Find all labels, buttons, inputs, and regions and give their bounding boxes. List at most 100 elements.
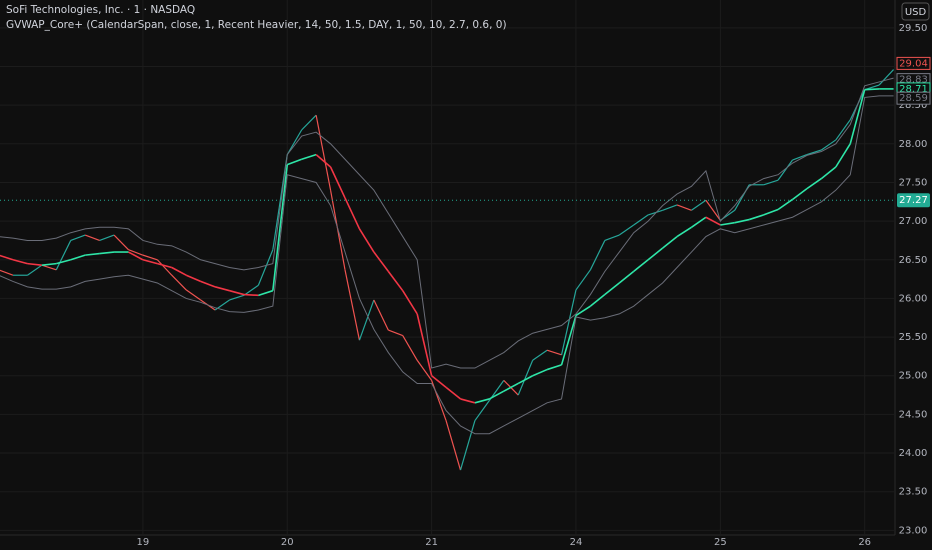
- vwap-segment: [546, 364, 562, 371]
- vwap-segment: [70, 254, 86, 261]
- price-segment: [113, 234, 129, 251]
- price-segment: [315, 115, 332, 191]
- vwap-segment: [185, 274, 201, 283]
- vwap-segment: [748, 214, 764, 221]
- vwap-segment: [474, 398, 490, 404]
- vwap-segment: [560, 315, 577, 366]
- y-tick-label: 24.50: [899, 409, 928, 420]
- vwap-segment: [315, 154, 332, 168]
- price-segment: [560, 289, 577, 355]
- currency-label[interactable]: USD: [905, 7, 927, 18]
- vwap-segment: [763, 208, 779, 216]
- vwap-segment: [200, 280, 216, 288]
- vwap-segment: [604, 282, 620, 296]
- price-segment: [532, 349, 548, 361]
- price-tag: [896, 56, 931, 70]
- vwap-segment: [128, 251, 144, 261]
- vwap-segment: [575, 305, 591, 317]
- x-tick-label: 19: [137, 537, 150, 548]
- price-segment: [286, 129, 303, 155]
- y-tick-label: 25.50: [899, 332, 928, 343]
- vwap-segment: [835, 143, 851, 168]
- price-segment: [589, 240, 606, 271]
- vwap-segment: [27, 262, 42, 266]
- vwap-segment: [734, 218, 750, 224]
- axes: 23.00 23.50 24.00 24.50 25.00 25.50 26.00 26.50…: [137, 23, 931, 548]
- price-segment: [301, 114, 317, 131]
- y-tick-label: 26.00: [899, 293, 928, 304]
- vwap-segment: [142, 258, 158, 265]
- vwap-segment: [157, 262, 172, 269]
- price-tag-label: 28.71: [899, 84, 928, 95]
- vwap-segment: [358, 228, 375, 253]
- y-tick-label: 27.50: [899, 177, 928, 188]
- price-segment: [676, 204, 692, 211]
- indicator-title: GVWAP_Core+ (CalendarSpan, close, 1, Rec…: [6, 19, 507, 31]
- price-segment: [373, 299, 389, 331]
- vwap-segment: [402, 290, 418, 315]
- vwap-segment: [286, 158, 302, 166]
- price-segment: [878, 69, 894, 86]
- price-segment: [55, 240, 72, 271]
- vwap-segment: [618, 270, 635, 284]
- vwap-segment: [229, 289, 245, 296]
- grid: [0, 0, 895, 535]
- vwap-segment: [849, 89, 866, 145]
- price-segment: [806, 149, 822, 156]
- vwap-segment: [431, 375, 447, 388]
- price-segment: [459, 420, 476, 471]
- vwap-segment: [12, 258, 28, 265]
- y-tick-label: 27.00: [899, 216, 928, 227]
- vwap-segment: [864, 88, 880, 91]
- price-segment: [27, 264, 43, 276]
- price-segment: [128, 249, 144, 256]
- band-line: [0, 77, 894, 369]
- vwap-segment: [503, 382, 519, 392]
- price-segment: [344, 269, 361, 341]
- price-segment: [575, 269, 591, 291]
- y-tick-label: 28.50: [899, 100, 928, 111]
- price-segment: [792, 154, 808, 161]
- vwap-segment: [691, 216, 707, 228]
- vwap-segment: [272, 164, 289, 291]
- price-segment: [445, 420, 462, 471]
- vwap-segment: [243, 293, 259, 297]
- vwap-segment: [0, 254, 14, 261]
- vwap-segment: [676, 226, 692, 238]
- x-tick-label: 25: [714, 537, 727, 548]
- last-price-label: 27.27: [899, 195, 928, 206]
- price-segment: [171, 274, 187, 291]
- vwap-segment: [460, 398, 476, 404]
- price-segment: [257, 249, 274, 286]
- vwap-segment: [445, 386, 461, 400]
- price-segment: [99, 234, 115, 242]
- vwap-segment: [344, 197, 361, 230]
- vwap-segment: [56, 258, 71, 265]
- price-segment: [763, 179, 779, 186]
- price-tag: [896, 91, 931, 105]
- last-price-tag: [897, 193, 930, 208]
- vwap-segment: [85, 252, 100, 256]
- price-segment: [358, 299, 375, 341]
- price-segment: [777, 159, 793, 181]
- y-tick-label: 23.00: [899, 525, 928, 536]
- vwap-segment: [99, 251, 115, 255]
- price-tag-label: 29.04: [899, 58, 928, 69]
- vwap-segment: [792, 188, 808, 201]
- price-segment: [647, 209, 663, 216]
- vwap-segment: [705, 216, 721, 226]
- vwap-segment: [589, 293, 606, 307]
- chart-title: SoFi Technologies, Inc. · 1 · NASDAQ: [6, 4, 195, 16]
- vwap-segment: [171, 266, 187, 276]
- price-segment: [70, 234, 86, 242]
- currency-button[interactable]: [901, 2, 930, 21]
- price-segment: [705, 199, 721, 221]
- vwap-segment: [329, 166, 346, 199]
- vwap-segment: [647, 247, 664, 261]
- y-tick-label: 28.00: [899, 139, 928, 150]
- vwap-segment: [387, 270, 404, 292]
- price-segment: [416, 359, 433, 381]
